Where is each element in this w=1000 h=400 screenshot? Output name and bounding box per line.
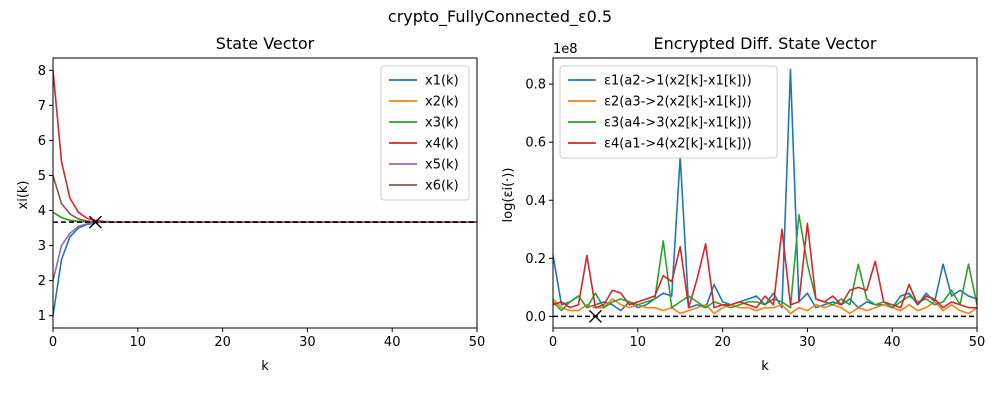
right-xtick-label: 10 <box>630 335 647 350</box>
left-ytick-label: 6 <box>38 134 46 149</box>
left-series-line-2 <box>53 211 477 223</box>
left-chart-title: State Vector <box>216 34 315 53</box>
right-ytick-label: 0.6 <box>525 136 546 151</box>
right-axes-frame <box>552 57 978 329</box>
left-xtick-label: 50 <box>469 335 486 350</box>
figure-title: crypto_FullyConnected_ε0.5 <box>388 7 612 27</box>
right-legend-label-1: ε1(a2->1(x2[k]-x1[k])) <box>604 74 752 89</box>
left-xtick-label: 10 <box>130 335 147 350</box>
left-ytick-label: 2 <box>38 274 46 289</box>
left-ytick-label: 1 <box>38 309 46 324</box>
left-consensus-marker <box>88 215 102 229</box>
right-legend-box <box>559 65 778 159</box>
right-ytick-label: 0.0 <box>525 310 546 325</box>
state-vector-plot: 0 10 20 30 40 5012345678x1(k)x2(k)x3(k)x4(k)x… <box>38 57 486 350</box>
right-series-line-2 <box>553 298 977 315</box>
right-xtick-label: 50 <box>969 335 986 350</box>
left-axes-frame <box>52 57 478 329</box>
right-chart-exponent: 1e8 <box>553 42 578 57</box>
right-xtick-label: 20 <box>714 335 731 350</box>
right-ytick-label: 0.4 <box>525 194 546 209</box>
right-ytick-label: 0.2 <box>525 252 546 267</box>
left-ytick-label: 4 <box>38 204 46 219</box>
left-legend-label-6: x6(k) <box>425 179 459 194</box>
left-xtick-label: 0 <box>49 335 57 350</box>
right-series-line-3 <box>553 213 977 312</box>
left-series-line-3 <box>53 211 477 223</box>
encrypted-diff-plot: 0 10 20 30 40 50 0.0 0.2 0.4 0.6 0.8 ε1(a2->1(x2[k]… <box>525 57 986 350</box>
right-chart-xlabel: k <box>761 359 769 374</box>
left-legend-label-4: x4(k) <box>425 137 459 152</box>
left-chart-ylabel: xi(k) <box>16 181 31 210</box>
right-chart-title: Encrypted Diff. State Vector <box>654 34 877 53</box>
left-legend-label-1: x1(k) <box>425 74 459 89</box>
left-series-line-5 <box>53 221 477 281</box>
right-xtick-label: 30 <box>799 335 816 350</box>
right-chart-ylabel: log(εi(·)) <box>501 168 516 223</box>
left-xtick-label: 20 <box>214 335 231 350</box>
right-legend-label-3: ε3(a4->3(x2[k]-x1[k])) <box>604 116 752 131</box>
left-legend-label-2: x2(k) <box>425 95 459 110</box>
left-xtick-label: 40 <box>384 335 401 350</box>
right-legend-label-4: ε4(a1->4(x2[k]-x1[k])) <box>604 137 752 152</box>
left-legend-box <box>380 65 470 201</box>
left-series-line-1 <box>53 221 477 316</box>
left-ytick-label: 3 <box>38 239 46 254</box>
left-legend-label-5: x5(k) <box>425 158 459 173</box>
right-xtick-label: 0 <box>549 335 557 350</box>
right-legend-label-2: ε2(a3->2(x2[k]-x1[k])) <box>604 95 752 110</box>
left-ytick-label: 5 <box>38 169 46 184</box>
left-ytick-label: 8 <box>38 64 46 79</box>
left-legend-label-3: x3(k) <box>425 116 459 131</box>
left-legend: x1(k) x2(k) x3(k) x4(k) x5(k) x6(k) <box>380 65 470 201</box>
left-ytick-label: 7 <box>38 99 46 114</box>
right-series-line-4 <box>553 222 977 309</box>
right-xtick-label: 40 <box>884 335 901 350</box>
right-legend: ε1(a2->1(x2[k]-x1[k])) ε2(a3->2(x2[k]-x1[… <box>559 65 778 159</box>
right-ytick-label: 0.8 <box>525 78 546 93</box>
left-chart-xlabel: k <box>261 359 269 374</box>
right-consensus-marker <box>588 309 602 323</box>
right-series-group <box>553 68 977 315</box>
left-xtick-label: 30 <box>299 335 316 350</box>
